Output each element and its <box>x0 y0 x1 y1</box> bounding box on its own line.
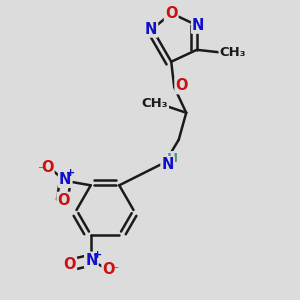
Text: ⁻: ⁻ <box>111 264 118 278</box>
Text: O: O <box>165 6 178 21</box>
Text: O: O <box>64 257 76 272</box>
Text: O: O <box>176 78 188 93</box>
Text: H: H <box>167 152 178 165</box>
Text: +: + <box>93 250 102 260</box>
Text: O: O <box>41 160 53 175</box>
Text: O: O <box>103 262 115 277</box>
Text: N: N <box>161 157 174 172</box>
Text: CH₃: CH₃ <box>220 46 246 59</box>
Text: +: + <box>66 168 75 178</box>
Text: N: N <box>85 253 98 268</box>
Text: N: N <box>59 172 71 187</box>
Text: N: N <box>192 18 205 33</box>
Text: O: O <box>58 193 70 208</box>
Text: ⁻: ⁻ <box>37 164 44 178</box>
Text: CH₃: CH₃ <box>142 97 168 110</box>
Text: N: N <box>145 22 157 37</box>
